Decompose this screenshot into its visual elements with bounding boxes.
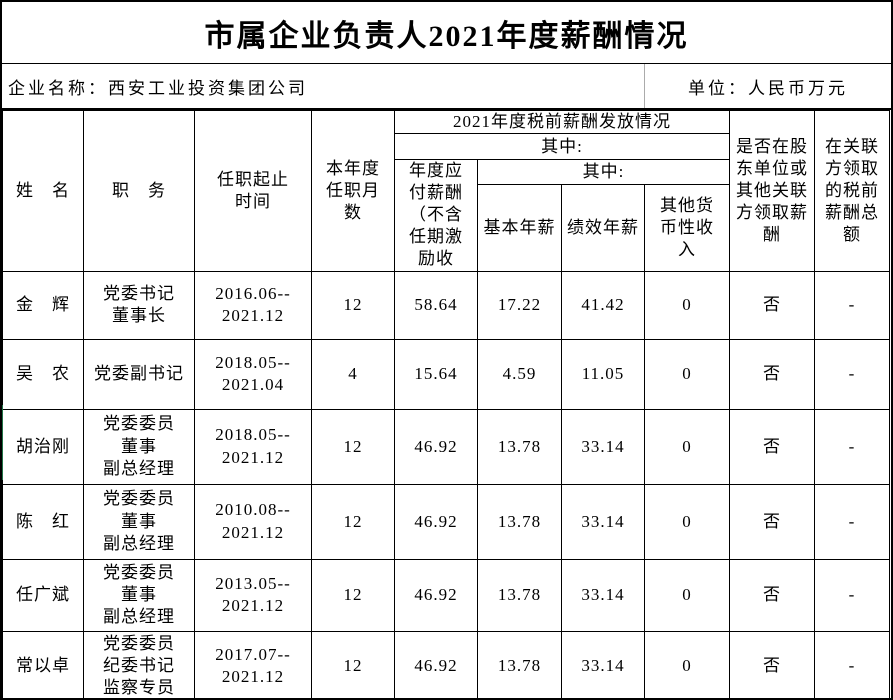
related-party-pay-cell: - [814, 408, 890, 485]
table-row: 金 辉党委书记 董事长 2016.06-- 2021.12 12 58.64 17.22… [2, 270, 890, 340]
col-header-months: 本年度 任职月 数 [311, 110, 395, 272]
header-row-group: 姓 名 职 务 任职起止 时间 本年度 任职月 数 2021年度税前薪酬发放情况… [2, 109, 890, 272]
base-salary-cell: 13.78 [477, 408, 562, 485]
col-header-name: 姓 名 [2, 110, 84, 272]
months-cell: 12 [311, 630, 395, 698]
months-cell: 12 [311, 483, 395, 560]
col-header-base-salary: 基本年薪 [477, 183, 562, 272]
related-party-pay-cell: - [814, 483, 890, 560]
col-header-tenure: 任职起止 时间 [194, 110, 312, 272]
table-row: 胡治刚 党委委员 董事 副总经理 2018.05-- 2021.12 12 46.92 1… [2, 408, 890, 485]
col-header-position: 职 务 [83, 110, 195, 272]
salary-table: 姓 名 职 务 任职起止 时间 本年度 任职月 数 2021年度税前薪酬发放情况… [2, 109, 890, 698]
currency-unit-label: 单位：人民币万元 [688, 78, 848, 98]
other-income-cell: 0 [644, 630, 730, 698]
table-header: 姓 名 职 务 任职起止 时间 本年度 任职月 数 2021年度税前薪酬发放情况… [2, 109, 890, 272]
shareholder-pay-cell: 否 [729, 630, 815, 698]
position-cell: 党委委员 董事 副总经理 [83, 408, 195, 485]
other-income-cell: 0 [644, 338, 730, 410]
tenure-cell: 2018.05-- 2021.04 [194, 338, 312, 410]
col-header-related-party-pay: 在关联 方领取 的税前 薪酬总 额 [814, 110, 890, 272]
col-header-shareholder-pay: 是否在股 东单位或 其他关联 方领取薪 酬 [729, 110, 815, 272]
annual-pay-cell: 46.92 [394, 630, 478, 698]
company-name-label: 企业名称：西安工业投资集团公司 [2, 64, 645, 108]
header-row-among-2: 年度应 付薪酬 （不含 任期激 励收 其中: [3, 159, 890, 272]
performance-salary-cell: 33.14 [561, 408, 645, 485]
base-salary-cell: 4.59 [477, 338, 562, 410]
base-salary-cell: 13.78 [477, 483, 562, 560]
position-cell: 党委委员 纪委书记 监察专员 [83, 630, 195, 698]
page-title: 市属企业负责人2021年度薪酬情况 [2, 2, 891, 64]
annual-pay-cell: 46.92 [394, 408, 478, 485]
tenure-cell: 2017.07-- 2021.12 [194, 630, 312, 698]
months-cell: 12 [311, 408, 395, 485]
shareholder-pay-cell: 否 [729, 408, 815, 485]
tenure-cell: 2018.05-- 2021.12 [194, 408, 312, 485]
tenure-cell: 2010.08-- 2021.12 [194, 483, 312, 560]
shareholder-pay-cell: 否 [729, 483, 815, 560]
base-salary-cell: 13.78 [477, 558, 562, 632]
name-cell: 金 辉 [2, 270, 84, 340]
related-party-pay-cell: - [814, 338, 890, 410]
annual-pay-cell: 46.92 [394, 483, 478, 560]
name-cell: 陈 红 [2, 483, 84, 560]
table-row: 吴 农党委副书记 2018.05-- 2021.04 4 15.64 4.59 11.05… [2, 338, 890, 410]
base-salary-cell: 17.22 [477, 270, 562, 340]
col-header-performance-salary: 绩效年薪 [561, 183, 645, 272]
related-party-pay-cell: - [814, 270, 890, 340]
annual-pay-cell: 58.64 [394, 270, 478, 340]
shareholder-pay-cell: 否 [729, 270, 815, 340]
shareholder-pay-cell: 否 [729, 338, 815, 410]
company-info-row: 企业名称：西安工业投资集团公司 单位：人民币万元 [2, 64, 891, 110]
name-cell: 胡治刚 [2, 408, 84, 485]
table-row: 陈 红党委委员 董事 副总经理 2010.08-- 2021.12 12 46.92 1… [2, 483, 890, 560]
position-cell: 党委委员 董事 副总经理 [83, 483, 195, 560]
col-header-other-income: 其他货 币性收 入 [644, 183, 730, 272]
performance-salary-cell: 33.14 [561, 630, 645, 698]
other-income-cell: 0 [644, 558, 730, 632]
row-selection-marker [2, 405, 3, 480]
performance-salary-cell: 33.14 [561, 483, 645, 560]
other-income-cell: 0 [644, 270, 730, 340]
name-cell: 常以卓 [2, 630, 84, 698]
performance-salary-cell: 11.05 [561, 338, 645, 410]
header-row-sub: 基本年薪 绩效年薪 其他货 币性收 入 [3, 183, 890, 272]
position-cell: 党委副书记 [83, 338, 195, 410]
related-party-pay-cell: - [814, 558, 890, 632]
tenure-cell: 2013.05-- 2021.12 [194, 558, 312, 632]
other-income-cell: 0 [644, 408, 730, 485]
performance-salary-cell: 33.14 [561, 558, 645, 632]
performance-salary-cell: 41.42 [561, 270, 645, 340]
table-row: 任广斌 党委委员 董事 副总经理 2013.05-- 2021.12 12 46.92 1… [2, 558, 890, 632]
tenure-cell: 2016.06-- 2021.12 [194, 270, 312, 340]
annual-pay-cell: 46.92 [394, 558, 478, 632]
col-header-annual-pay: 年度应 付薪酬 （不含 任期激 励收 [394, 159, 478, 272]
table-body: 金 辉党委书记 董事长 2016.06-- 2021.12 12 58.64 17.22… [2, 270, 890, 698]
position-cell: 党委委员 董事 副总经理 [83, 558, 195, 632]
annual-pay-cell: 15.64 [394, 338, 478, 410]
related-party-pay-cell: - [814, 630, 890, 698]
name-cell: 吴 农 [2, 338, 84, 410]
shareholder-pay-cell: 否 [729, 558, 815, 632]
among-label-1: 其中: [394, 133, 730, 161]
position-cell: 党委书记 董事长 [83, 270, 195, 340]
name-cell: 任广斌 [2, 558, 84, 632]
header-row-among-1: 其中: [3, 133, 890, 161]
base-salary-cell: 13.78 [477, 630, 562, 698]
among-label-2: 其中: [477, 159, 730, 185]
months-cell: 4 [311, 338, 395, 410]
table-row: 常以卓 党委委员 纪委书记 监察专员 2017.07-- 2021.12 12 46.9… [2, 630, 890, 698]
other-income-cell: 0 [644, 483, 730, 560]
months-cell: 12 [311, 558, 395, 632]
group-header-pretax-pay-2021: 2021年度税前薪酬发放情况 [394, 109, 730, 135]
months-cell: 12 [311, 270, 395, 340]
